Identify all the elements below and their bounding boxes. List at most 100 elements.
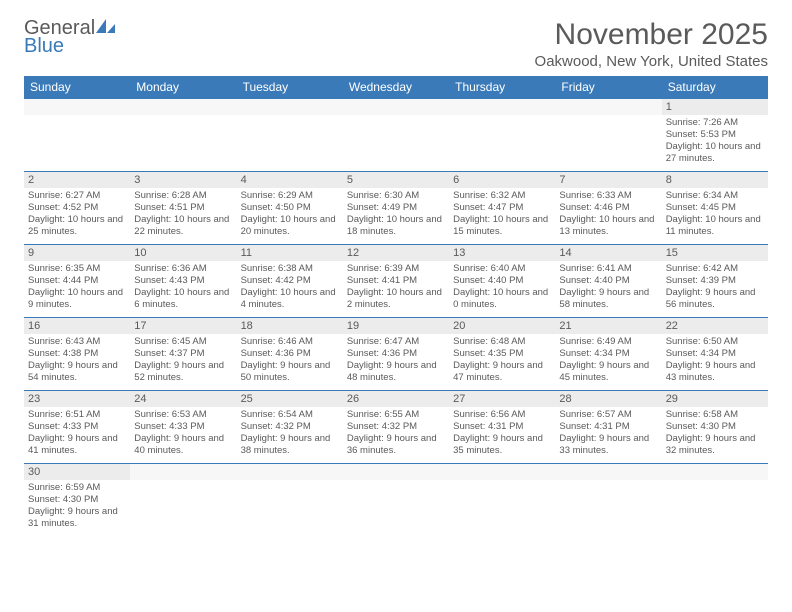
- calendar-cell: [555, 464, 661, 537]
- daylight-text: Daylight: 10 hours and 2 minutes.: [347, 287, 445, 311]
- sunset-text: Sunset: 4:36 PM: [241, 348, 339, 360]
- sunrise-text: Sunrise: 6:38 AM: [241, 263, 339, 275]
- day-number: [237, 464, 343, 480]
- calendar-cell: [343, 464, 449, 537]
- daylight-text: Daylight: 9 hours and 33 minutes.: [559, 433, 657, 457]
- daylight-text: Daylight: 10 hours and 0 minutes.: [453, 287, 551, 311]
- day-number: [449, 464, 555, 480]
- sunset-text: Sunset: 4:34 PM: [666, 348, 764, 360]
- day-content: Sunrise: 6:43 AMSunset: 4:38 PMDaylight:…: [24, 334, 130, 386]
- day-content: Sunrise: 6:51 AMSunset: 4:33 PMDaylight:…: [24, 407, 130, 459]
- day-content: Sunrise: 6:50 AMSunset: 4:34 PMDaylight:…: [662, 334, 768, 386]
- sunset-text: Sunset: 4:44 PM: [28, 275, 126, 287]
- calendar-cell: [130, 464, 236, 537]
- day-number: 25: [237, 391, 343, 407]
- day-content: Sunrise: 6:48 AMSunset: 4:35 PMDaylight:…: [449, 334, 555, 386]
- day-number: 15: [662, 245, 768, 261]
- calendar-cell: 14Sunrise: 6:41 AMSunset: 4:40 PMDayligh…: [555, 245, 661, 318]
- calendar-cell: 25Sunrise: 6:54 AMSunset: 4:32 PMDayligh…: [237, 391, 343, 464]
- day-content: Sunrise: 6:30 AMSunset: 4:49 PMDaylight:…: [343, 188, 449, 240]
- day-content: Sunrise: 6:53 AMSunset: 4:33 PMDaylight:…: [130, 407, 236, 459]
- sunrise-text: Sunrise: 6:51 AM: [28, 409, 126, 421]
- calendar-cell: 12Sunrise: 6:39 AMSunset: 4:41 PMDayligh…: [343, 245, 449, 318]
- daylight-text: Daylight: 9 hours and 35 minutes.: [453, 433, 551, 457]
- sunset-text: Sunset: 4:40 PM: [453, 275, 551, 287]
- calendar-cell: 24Sunrise: 6:53 AMSunset: 4:33 PMDayligh…: [130, 391, 236, 464]
- day-content: Sunrise: 6:47 AMSunset: 4:36 PMDaylight:…: [343, 334, 449, 386]
- calendar-week: 9Sunrise: 6:35 AMSunset: 4:44 PMDaylight…: [24, 245, 768, 318]
- calendar-cell: [237, 99, 343, 172]
- calendar-week: 2Sunrise: 6:27 AMSunset: 4:52 PMDaylight…: [24, 172, 768, 245]
- day-content: Sunrise: 6:34 AMSunset: 4:45 PMDaylight:…: [662, 188, 768, 240]
- day-number: [130, 464, 236, 480]
- day-header: Sunday: [24, 76, 130, 99]
- sunset-text: Sunset: 4:37 PM: [134, 348, 232, 360]
- calendar-cell: 30Sunrise: 6:59 AMSunset: 4:30 PMDayligh…: [24, 464, 130, 537]
- day-content: Sunrise: 6:39 AMSunset: 4:41 PMDaylight:…: [343, 261, 449, 313]
- sunset-text: Sunset: 4:34 PM: [559, 348, 657, 360]
- daylight-text: Daylight: 9 hours and 38 minutes.: [241, 433, 339, 457]
- sunrise-text: Sunrise: 6:50 AM: [666, 336, 764, 348]
- day-content: Sunrise: 6:54 AMSunset: 4:32 PMDaylight:…: [237, 407, 343, 459]
- sunrise-text: Sunrise: 6:47 AM: [347, 336, 445, 348]
- day-number: 17: [130, 318, 236, 334]
- calendar-week: 23Sunrise: 6:51 AMSunset: 4:33 PMDayligh…: [24, 391, 768, 464]
- calendar-cell: 22Sunrise: 6:50 AMSunset: 4:34 PMDayligh…: [662, 318, 768, 391]
- sunrise-text: Sunrise: 6:55 AM: [347, 409, 445, 421]
- day-number: 18: [237, 318, 343, 334]
- sunrise-text: Sunrise: 6:33 AM: [559, 190, 657, 202]
- day-number: 28: [555, 391, 661, 407]
- sunrise-text: Sunrise: 6:39 AM: [347, 263, 445, 275]
- sunrise-text: Sunrise: 7:26 AM: [666, 117, 764, 129]
- logo-text: General Blue: [24, 18, 117, 56]
- day-number: [130, 99, 236, 115]
- daylight-text: Daylight: 9 hours and 58 minutes.: [559, 287, 657, 311]
- calendar-cell: [662, 464, 768, 537]
- calendar-body: 1Sunrise: 7:26 AMSunset: 5:53 PMDaylight…: [24, 99, 768, 537]
- day-number: 11: [237, 245, 343, 261]
- day-content: Sunrise: 6:38 AMSunset: 4:42 PMDaylight:…: [237, 261, 343, 313]
- day-number: [555, 99, 661, 115]
- calendar-table: SundayMondayTuesdayWednesdayThursdayFrid…: [24, 76, 768, 536]
- day-content: Sunrise: 6:45 AMSunset: 4:37 PMDaylight:…: [130, 334, 236, 386]
- calendar-cell: 28Sunrise: 6:57 AMSunset: 4:31 PMDayligh…: [555, 391, 661, 464]
- calendar-cell: 23Sunrise: 6:51 AMSunset: 4:33 PMDayligh…: [24, 391, 130, 464]
- day-number: 5: [343, 172, 449, 188]
- day-header: Tuesday: [237, 76, 343, 99]
- sunset-text: Sunset: 5:53 PM: [666, 129, 764, 141]
- day-content: Sunrise: 6:33 AMSunset: 4:46 PMDaylight:…: [555, 188, 661, 240]
- daylight-text: Daylight: 10 hours and 4 minutes.: [241, 287, 339, 311]
- day-number: 6: [449, 172, 555, 188]
- sunrise-text: Sunrise: 6:40 AM: [453, 263, 551, 275]
- day-number: [555, 464, 661, 480]
- sunrise-text: Sunrise: 6:57 AM: [559, 409, 657, 421]
- calendar-cell: 15Sunrise: 6:42 AMSunset: 4:39 PMDayligh…: [662, 245, 768, 318]
- calendar-cell: 2Sunrise: 6:27 AMSunset: 4:52 PMDaylight…: [24, 172, 130, 245]
- day-content: Sunrise: 7:26 AMSunset: 5:53 PMDaylight:…: [662, 115, 768, 167]
- day-number: 24: [130, 391, 236, 407]
- day-number: 16: [24, 318, 130, 334]
- day-number: 19: [343, 318, 449, 334]
- calendar-cell: [24, 99, 130, 172]
- daylight-text: Daylight: 9 hours and 54 minutes.: [28, 360, 126, 384]
- day-content: Sunrise: 6:49 AMSunset: 4:34 PMDaylight:…: [555, 334, 661, 386]
- day-number: 2: [24, 172, 130, 188]
- daylight-text: Daylight: 9 hours and 47 minutes.: [453, 360, 551, 384]
- day-content: Sunrise: 6:35 AMSunset: 4:44 PMDaylight:…: [24, 261, 130, 313]
- day-header: Saturday: [662, 76, 768, 99]
- day-number: 8: [662, 172, 768, 188]
- daylight-text: Daylight: 10 hours and 22 minutes.: [134, 214, 232, 238]
- sunrise-text: Sunrise: 6:41 AM: [559, 263, 657, 275]
- daylight-text: Daylight: 9 hours and 45 minutes.: [559, 360, 657, 384]
- day-number: 22: [662, 318, 768, 334]
- day-number: 12: [343, 245, 449, 261]
- day-content: Sunrise: 6:41 AMSunset: 4:40 PMDaylight:…: [555, 261, 661, 313]
- sunrise-text: Sunrise: 6:28 AM: [134, 190, 232, 202]
- daylight-text: Daylight: 9 hours and 56 minutes.: [666, 287, 764, 311]
- daylight-text: Daylight: 9 hours and 52 minutes.: [134, 360, 232, 384]
- calendar-cell: 9Sunrise: 6:35 AMSunset: 4:44 PMDaylight…: [24, 245, 130, 318]
- daylight-text: Daylight: 10 hours and 18 minutes.: [347, 214, 445, 238]
- calendar-cell: 1Sunrise: 7:26 AMSunset: 5:53 PMDaylight…: [662, 99, 768, 172]
- calendar-cell: 10Sunrise: 6:36 AMSunset: 4:43 PMDayligh…: [130, 245, 236, 318]
- sunset-text: Sunset: 4:36 PM: [347, 348, 445, 360]
